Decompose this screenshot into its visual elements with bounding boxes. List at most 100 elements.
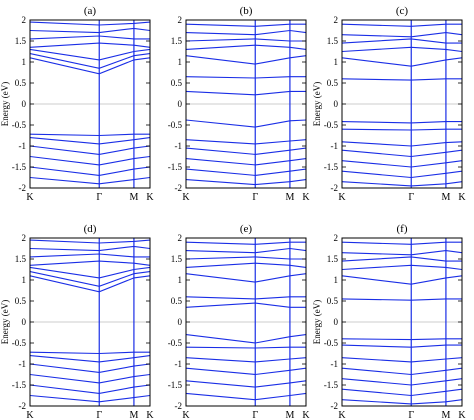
band-line — [186, 55, 306, 65]
band-line — [342, 250, 462, 256]
band-line — [342, 160, 462, 168]
band-line — [186, 256, 306, 260]
band-line — [342, 170, 462, 179]
band-line — [342, 338, 462, 341]
band-line — [30, 133, 150, 137]
panel-label: (e) — [240, 223, 253, 235]
x-tick-label: M — [441, 192, 450, 203]
bands-group — [342, 241, 462, 405]
y-tick-label: 1.5 — [171, 36, 183, 46]
bands-group — [186, 23, 306, 186]
band-line — [342, 121, 462, 124]
band-line — [30, 155, 150, 166]
band-line — [186, 367, 306, 376]
band-line — [342, 378, 462, 386]
y-tick-label: 1.5 — [15, 254, 27, 264]
y-tick-label: 2 — [178, 233, 183, 243]
y-tick-label: -0.5 — [12, 338, 27, 348]
x-tick-label: K — [302, 192, 310, 203]
bands-group — [342, 23, 462, 187]
y-tick-label: -1 — [19, 141, 27, 151]
y-tick-label: 1 — [22, 57, 27, 67]
panel-label: (a) — [84, 5, 97, 17]
x-tick-label: K — [338, 192, 346, 203]
band-panel: -2-1.5-1-0.500.511.52K Γ M K(e) — [168, 223, 311, 420]
y-tick-label: 1 — [178, 275, 183, 285]
band-line — [342, 399, 462, 405]
band-line — [30, 57, 150, 75]
band-line — [30, 260, 150, 266]
x-tick-label: Γ — [408, 192, 414, 203]
y-tick-label: 0 — [22, 317, 27, 327]
band-line — [30, 253, 150, 258]
band-line — [30, 145, 150, 155]
x-tick-label: K — [146, 410, 154, 420]
y-tick-label: -2 — [19, 183, 27, 193]
y-tick-label: 1 — [22, 275, 27, 285]
y-tick-label: -2 — [19, 401, 27, 411]
band-line — [186, 302, 306, 308]
band-line — [186, 29, 306, 36]
band-line — [186, 76, 306, 79]
band-line — [342, 149, 462, 158]
y-axis-label: Energy (eV) — [0, 82, 10, 127]
y-tick-label: 2 — [22, 233, 27, 243]
band-line — [342, 57, 462, 67]
y-tick-label: -1 — [175, 359, 183, 369]
x-tick-label: K — [26, 410, 34, 420]
y-tick-label: 1 — [334, 57, 339, 67]
y-tick-label: 0.5 — [171, 78, 183, 88]
x-tick-label: Γ — [408, 410, 414, 420]
x-tick-label: Γ — [252, 410, 258, 420]
band-line — [342, 298, 462, 301]
panel-label: (f) — [397, 223, 408, 235]
y-tick-label: -0.5 — [168, 338, 183, 348]
band-line — [342, 38, 462, 44]
x-tick-label: K — [302, 410, 310, 420]
bands-group — [186, 241, 306, 401]
band-line — [186, 296, 306, 300]
band-line — [30, 48, 150, 61]
band-line — [342, 46, 462, 53]
band-line — [342, 32, 462, 38]
y-axis-label: Energy (eV) — [312, 300, 322, 345]
y-tick-label: -0.5 — [324, 120, 339, 130]
band-line — [186, 357, 306, 363]
x-tick-label: M — [285, 192, 294, 203]
band-line — [30, 275, 150, 293]
x-tick-label: K — [182, 192, 190, 203]
y-tick-label: -1.5 — [12, 162, 27, 172]
y-tick-label: -1 — [19, 359, 27, 369]
bands-group — [30, 239, 150, 403]
y-tick-label: -2 — [331, 183, 339, 193]
x-tick-label: Γ — [96, 192, 102, 203]
band-line — [30, 351, 150, 355]
band-line — [186, 247, 306, 254]
band-line — [186, 168, 306, 176]
x-tick-label: K — [26, 192, 34, 203]
panel-label: (c) — [396, 5, 409, 17]
band-line — [30, 21, 150, 26]
band-line — [186, 334, 306, 344]
x-tick-label: M — [129, 410, 138, 420]
x-tick-label: M — [285, 410, 294, 420]
y-tick-label: -1.5 — [324, 162, 339, 172]
y-tick-label: 1.5 — [327, 36, 339, 46]
y-tick-label: 0.5 — [327, 296, 339, 306]
band-line — [186, 346, 306, 349]
band-line — [186, 158, 306, 166]
band-line — [30, 355, 150, 363]
y-tick-label: -1.5 — [168, 162, 183, 172]
band-line — [342, 344, 462, 348]
band-line — [186, 147, 306, 155]
x-tick-label: K — [338, 410, 346, 420]
y-tick-label: 1.5 — [327, 254, 339, 264]
y-tick-label: -2 — [175, 183, 183, 193]
x-tick-label: K — [458, 192, 466, 203]
y-tick-label: 2 — [178, 15, 183, 25]
panel-label: (b) — [240, 5, 253, 17]
